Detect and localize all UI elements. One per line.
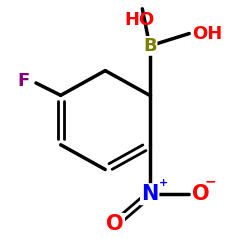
Text: HO: HO [125,11,155,29]
Text: N: N [141,184,158,204]
Text: +: + [159,178,168,188]
Text: O: O [106,214,124,234]
Text: −: − [204,175,216,189]
Text: F: F [18,72,30,90]
Text: O: O [192,184,210,204]
Text: B: B [143,37,156,55]
Text: OH: OH [192,24,222,42]
